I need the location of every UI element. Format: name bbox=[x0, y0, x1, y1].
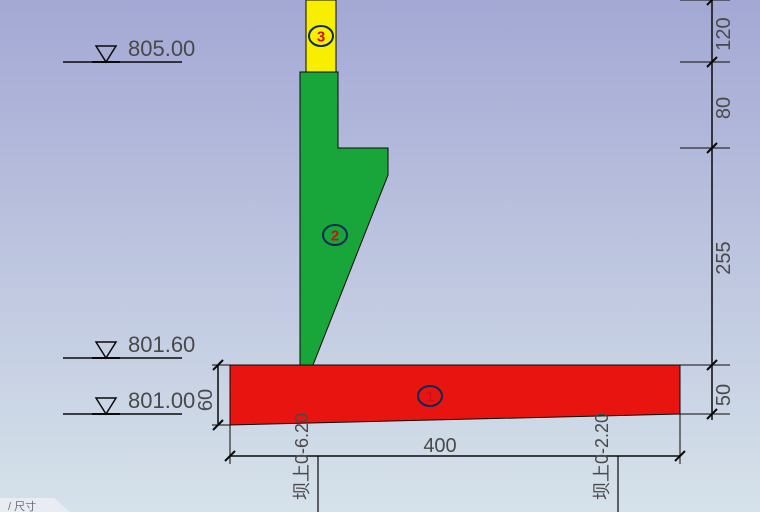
svg-text:/ 尺寸: / 尺寸 bbox=[8, 499, 36, 512]
sky-background bbox=[0, 0, 760, 512]
section-label-left: 坝上0-6.20 bbox=[292, 413, 312, 500]
svg-text:400: 400 bbox=[423, 435, 456, 457]
svg-text:60: 60 bbox=[195, 389, 217, 411]
svg-text:801.60: 801.60 bbox=[128, 332, 195, 357]
svg-text:801.00: 801.00 bbox=[128, 388, 195, 413]
svg-text:2: 2 bbox=[331, 228, 339, 245]
svg-text:120: 120 bbox=[713, 17, 735, 50]
cross-section-svg: 1 2 3 805.00 801.60 801.00 400 60 120 80 2… bbox=[0, 0, 760, 512]
svg-text:805.00: 805.00 bbox=[128, 36, 195, 61]
svg-text:50: 50 bbox=[713, 384, 735, 406]
diagram-stage: 1 2 3 805.00 801.60 801.00 400 60 120 80 2… bbox=[0, 0, 760, 512]
section-label-right: 坝上0-2.20 bbox=[592, 413, 612, 500]
svg-text:1: 1 bbox=[426, 389, 434, 406]
svg-text:3: 3 bbox=[317, 29, 325, 46]
svg-text:255: 255 bbox=[713, 241, 735, 274]
svg-text:80: 80 bbox=[713, 97, 735, 119]
